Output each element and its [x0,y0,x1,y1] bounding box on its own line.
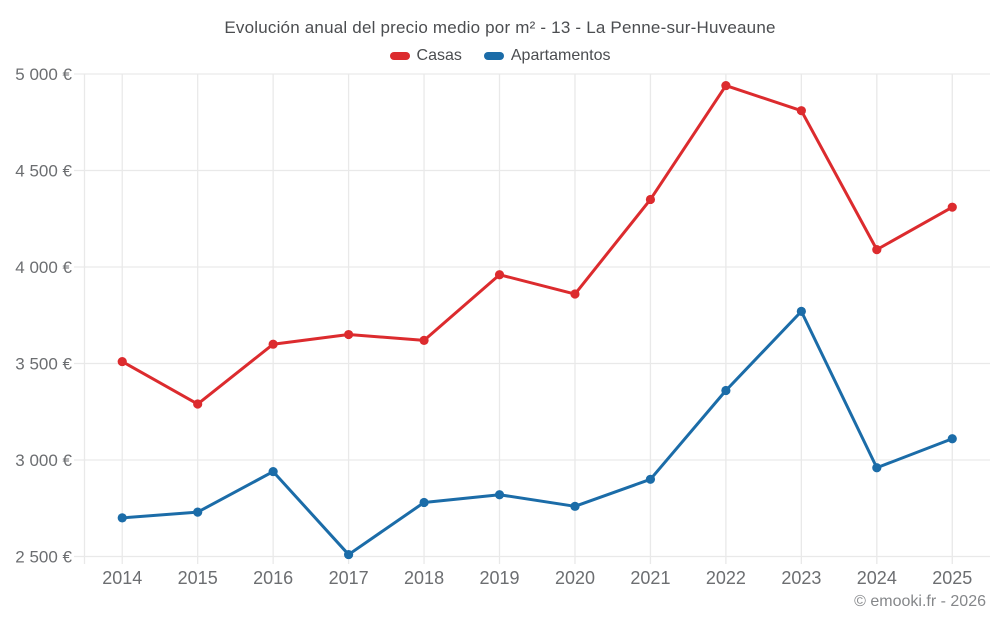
x-axis-tick-label: 2022 [706,568,746,588]
data-point-casas-2016[interactable] [268,339,278,349]
data-point-casas-2025[interactable] [947,202,957,212]
x-axis-tick-label: 2016 [253,568,293,588]
x-axis-tick-label: 2015 [178,568,218,588]
series-line-casas [120,84,954,406]
x-axis-tick-label: 2025 [932,568,972,588]
chart-title: Evolución anual del precio medio por m² … [224,18,776,37]
data-point-apartamentos-2018[interactable] [419,497,429,508]
data-point-casas-2015[interactable] [193,399,203,409]
x-axis-tick-label: 2019 [479,568,519,588]
legend-label-apartamentos: Apartamentos [510,47,611,64]
legend-swatch-casas-icon [389,52,410,60]
x-axis-tick-label: 2017 [329,568,369,588]
data-point-apartamentos-2022[interactable] [721,385,731,396]
data-point-apartamentos-2016[interactable] [268,466,278,477]
data-point-casas-2017[interactable] [344,329,354,340]
y-axis-tick-label: 4 000 € [15,258,72,277]
legend-item-casas[interactable]: Casas [389,47,462,65]
x-axis-tick-label: 2023 [781,568,821,588]
series-line-apartamentos [120,309,954,557]
data-point-apartamentos-2019[interactable] [494,490,505,500]
data-point-apartamentos-2015[interactable] [193,507,203,517]
data-point-casas-2014[interactable] [117,356,127,367]
data-point-casas-2021[interactable] [645,194,656,205]
data-point-apartamentos-2024[interactable] [872,463,882,473]
data-point-apartamentos-2025[interactable] [947,434,957,444]
legend: Casas Apartamentos [0,47,1000,65]
x-axis-tick-label: 2024 [857,568,897,588]
data-point-casas-2023[interactable] [796,106,806,116]
y-axis-tick-label: 2 500 € [15,548,72,567]
x-axis-tick-label: 2021 [630,568,670,588]
y-axis-tick-label: 4 500 € [15,162,72,181]
data-point-casas-2020[interactable] [570,289,580,299]
x-axis-tick-label: 2020 [555,568,595,588]
data-point-casas-2024[interactable] [872,245,882,255]
x-axis-tick-label: 2014 [102,568,142,588]
data-point-apartamentos-2014[interactable] [117,513,127,523]
copyright: © emooki.fr - 2026 [854,593,986,610]
data-point-casas-2019[interactable] [494,270,505,280]
y-axis-tick-label: 5 000 € [15,65,72,84]
data-point-apartamentos-2020[interactable] [570,501,580,511]
y-axis-tick-label: 3 000 € [15,451,72,470]
legend-item-apartamentos[interactable]: Apartamentos [483,47,611,65]
y-axis-tick-label: 3 500 € [15,355,72,374]
data-point-casas-2018[interactable] [419,335,429,345]
data-point-apartamentos-2021[interactable] [645,474,656,484]
data-point-apartamentos-2017[interactable] [344,549,354,560]
legend-swatch-apartamentos-icon [483,52,504,60]
data-point-casas-2022[interactable] [721,80,731,91]
x-axis-tick-label: 2018 [404,568,444,588]
data-point-apartamentos-2023[interactable] [796,306,806,316]
legend-label-casas: Casas [416,47,462,64]
